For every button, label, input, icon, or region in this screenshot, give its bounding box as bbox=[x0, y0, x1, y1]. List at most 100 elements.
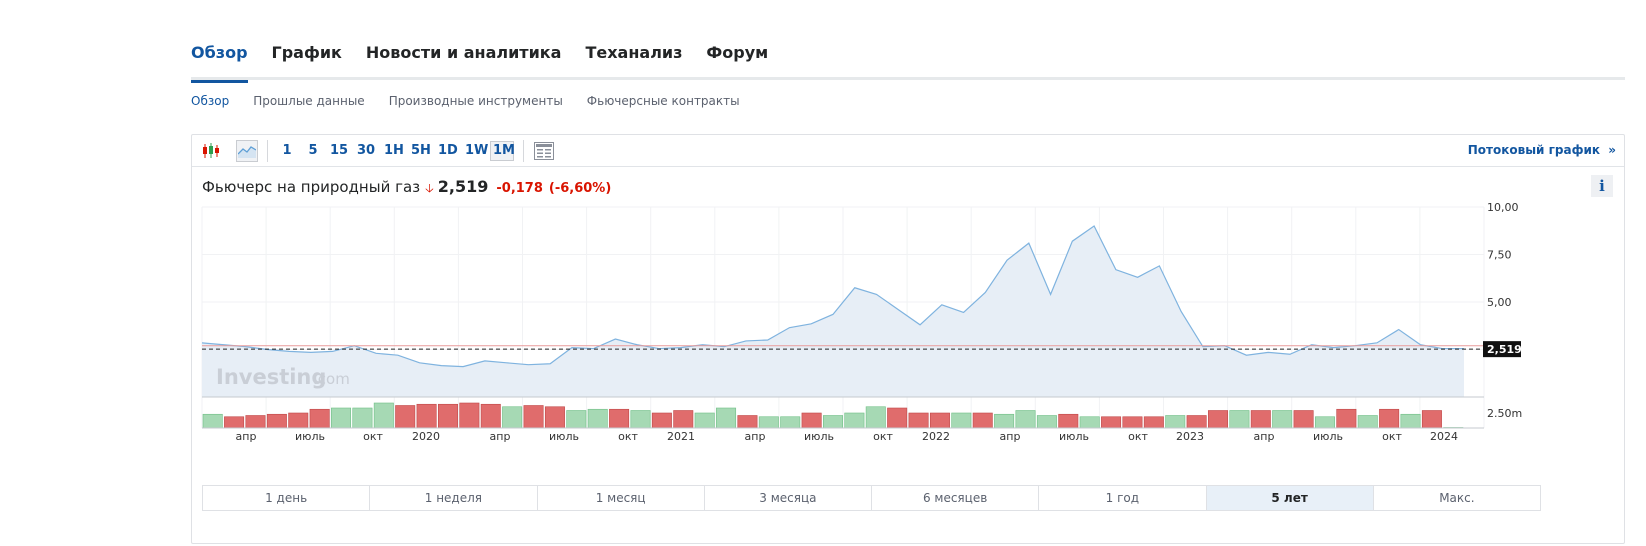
area-chart-icon[interactable] bbox=[236, 140, 258, 162]
volume-bar bbox=[758, 416, 779, 429]
interval-1[interactable]: 1 bbox=[282, 143, 292, 158]
volume-bar bbox=[1400, 413, 1421, 429]
period-1-day[interactable]: 1 день bbox=[203, 486, 371, 510]
period-6-months[interactable]: 6 месяцев bbox=[872, 486, 1040, 510]
chart-panel: 1 5 15 30 1H 5H 1D 1W 1M bbox=[191, 134, 1625, 544]
streaming-chart-link[interactable]: Потоковый график » bbox=[1468, 143, 1616, 157]
price-change: -0,178 bbox=[496, 181, 543, 196]
volume-bar bbox=[1293, 410, 1314, 429]
x-tick-label: апр bbox=[1000, 430, 1021, 443]
tab-forum[interactable]: Форум bbox=[706, 43, 769, 62]
y-tick-label: 7,50 bbox=[1487, 249, 1512, 262]
price-line bbox=[201, 225, 1464, 368]
volume-bar bbox=[1015, 410, 1036, 429]
instrument-header: Фьючерс на природный газ 🡣 2,519 -0,178 … bbox=[202, 177, 617, 200]
subtab-derivatives[interactable]: Производные инструменты bbox=[388, 94, 563, 108]
volume-bar bbox=[1314, 416, 1335, 429]
x-tick-label: 2021 bbox=[667, 430, 695, 443]
x-tick-label: окт bbox=[363, 430, 383, 443]
y-tick-label: 5,00 bbox=[1487, 296, 1512, 309]
volume-bar bbox=[716, 407, 737, 429]
volume-bar bbox=[694, 412, 715, 429]
volume-bar bbox=[1101, 416, 1122, 429]
volume-bar bbox=[1208, 410, 1229, 429]
x-tick-label: апр bbox=[236, 430, 257, 443]
sub-tabs: Обзор Прошлые данные Производные инструм… bbox=[191, 94, 764, 108]
interval-30[interactable]: 30 bbox=[357, 143, 376, 158]
subtab-historical-data[interactable]: Прошлые данные bbox=[253, 94, 365, 108]
volume-bar bbox=[630, 410, 651, 429]
double-chevron-right-icon: » bbox=[1608, 143, 1616, 157]
x-tick-label: окт bbox=[1382, 430, 1402, 443]
volume-bar bbox=[1186, 415, 1207, 429]
x-tick-label: окт bbox=[618, 430, 638, 443]
volume-bar bbox=[566, 410, 587, 429]
x-tick-label: июль bbox=[804, 430, 834, 443]
period-1-month[interactable]: 1 месяц bbox=[538, 486, 705, 510]
volume-bar bbox=[245, 415, 266, 429]
candlestick-icon[interactable] bbox=[200, 140, 222, 162]
table-icon[interactable] bbox=[533, 140, 555, 162]
volume-bar bbox=[587, 408, 608, 429]
volume-bar bbox=[1272, 410, 1293, 429]
interval-15[interactable]: 15 bbox=[330, 143, 349, 158]
volume-bar bbox=[1229, 410, 1250, 429]
period-1-week[interactable]: 1 неделя bbox=[370, 486, 538, 510]
volume-bar bbox=[288, 412, 309, 429]
interval-1h[interactable]: 1H bbox=[384, 143, 404, 158]
tab-technical[interactable]: Теханализ bbox=[585, 43, 683, 62]
volume-bar bbox=[1421, 410, 1442, 429]
interval-1w[interactable]: 1W bbox=[465, 143, 489, 158]
interval-5[interactable]: 5 bbox=[308, 143, 318, 158]
tab-news[interactable]: Новости и аналитика bbox=[365, 43, 562, 62]
last-price: 2,519 bbox=[437, 177, 489, 196]
volume-bar bbox=[459, 402, 480, 429]
tab-overview[interactable]: Обзор bbox=[191, 30, 248, 83]
streaming-chart-label: Потоковый график bbox=[1467, 143, 1601, 157]
volume-bar bbox=[908, 412, 929, 429]
volume-bar bbox=[1122, 416, 1143, 429]
interval-1d[interactable]: 1D bbox=[438, 143, 458, 158]
volume-bar bbox=[1357, 415, 1378, 429]
x-tick-label: июль bbox=[1313, 430, 1343, 443]
x-tick-label: апр bbox=[745, 430, 766, 443]
watermark-suffix: .com bbox=[313, 370, 350, 388]
tab-chart[interactable]: График bbox=[271, 43, 342, 62]
subtab-overview[interactable]: Обзор bbox=[191, 94, 230, 108]
volume-bar bbox=[1165, 415, 1186, 429]
volume-bar bbox=[266, 413, 287, 429]
volume-bar bbox=[502, 406, 523, 429]
volume-bar bbox=[801, 412, 822, 429]
period-max[interactable]: Макс. bbox=[1439, 491, 1475, 505]
volume-bar bbox=[780, 416, 801, 429]
current-price-badge bbox=[1483, 341, 1521, 358]
volume-bar bbox=[1079, 416, 1100, 429]
volume-bar bbox=[929, 412, 950, 429]
x-tick-label: 2020 bbox=[412, 430, 440, 443]
toolbar-divider bbox=[523, 140, 524, 162]
volume-bar bbox=[609, 408, 630, 429]
interval-1m[interactable]: 1M bbox=[490, 141, 515, 161]
x-tick-label: 2023 bbox=[1176, 430, 1204, 443]
volume-bar bbox=[480, 403, 501, 429]
volume-bar bbox=[523, 405, 544, 429]
period-3-months[interactable]: 3 месяца bbox=[705, 486, 872, 510]
price-area bbox=[202, 226, 1464, 397]
main-tabs: Обзор График Новости и аналитика Теханал… bbox=[191, 30, 1625, 83]
instrument-name: Фьючерс на природный газ bbox=[202, 178, 421, 196]
volume-bar bbox=[1250, 410, 1271, 429]
x-tick-label: июль bbox=[549, 430, 579, 443]
x-tick-label: 2024 bbox=[1430, 430, 1458, 443]
x-tick-label: апр bbox=[1254, 430, 1275, 443]
period-5-years[interactable]: 5 лет bbox=[1206, 486, 1374, 510]
chart-toolbar: 1 5 15 30 1H 5H 1D 1W 1M bbox=[192, 135, 1624, 167]
volume-bar bbox=[1143, 416, 1164, 429]
interval-5h[interactable]: 5H bbox=[411, 143, 431, 158]
period-1-year[interactable]: 1 год bbox=[1039, 486, 1207, 510]
x-tick-label: июль bbox=[1059, 430, 1089, 443]
x-tick-label: 2022 bbox=[922, 430, 950, 443]
subtab-futures-contracts[interactable]: Фьючерсные контракты bbox=[586, 94, 740, 108]
info-icon[interactable]: i bbox=[1591, 175, 1613, 197]
volume-bar bbox=[544, 406, 565, 429]
